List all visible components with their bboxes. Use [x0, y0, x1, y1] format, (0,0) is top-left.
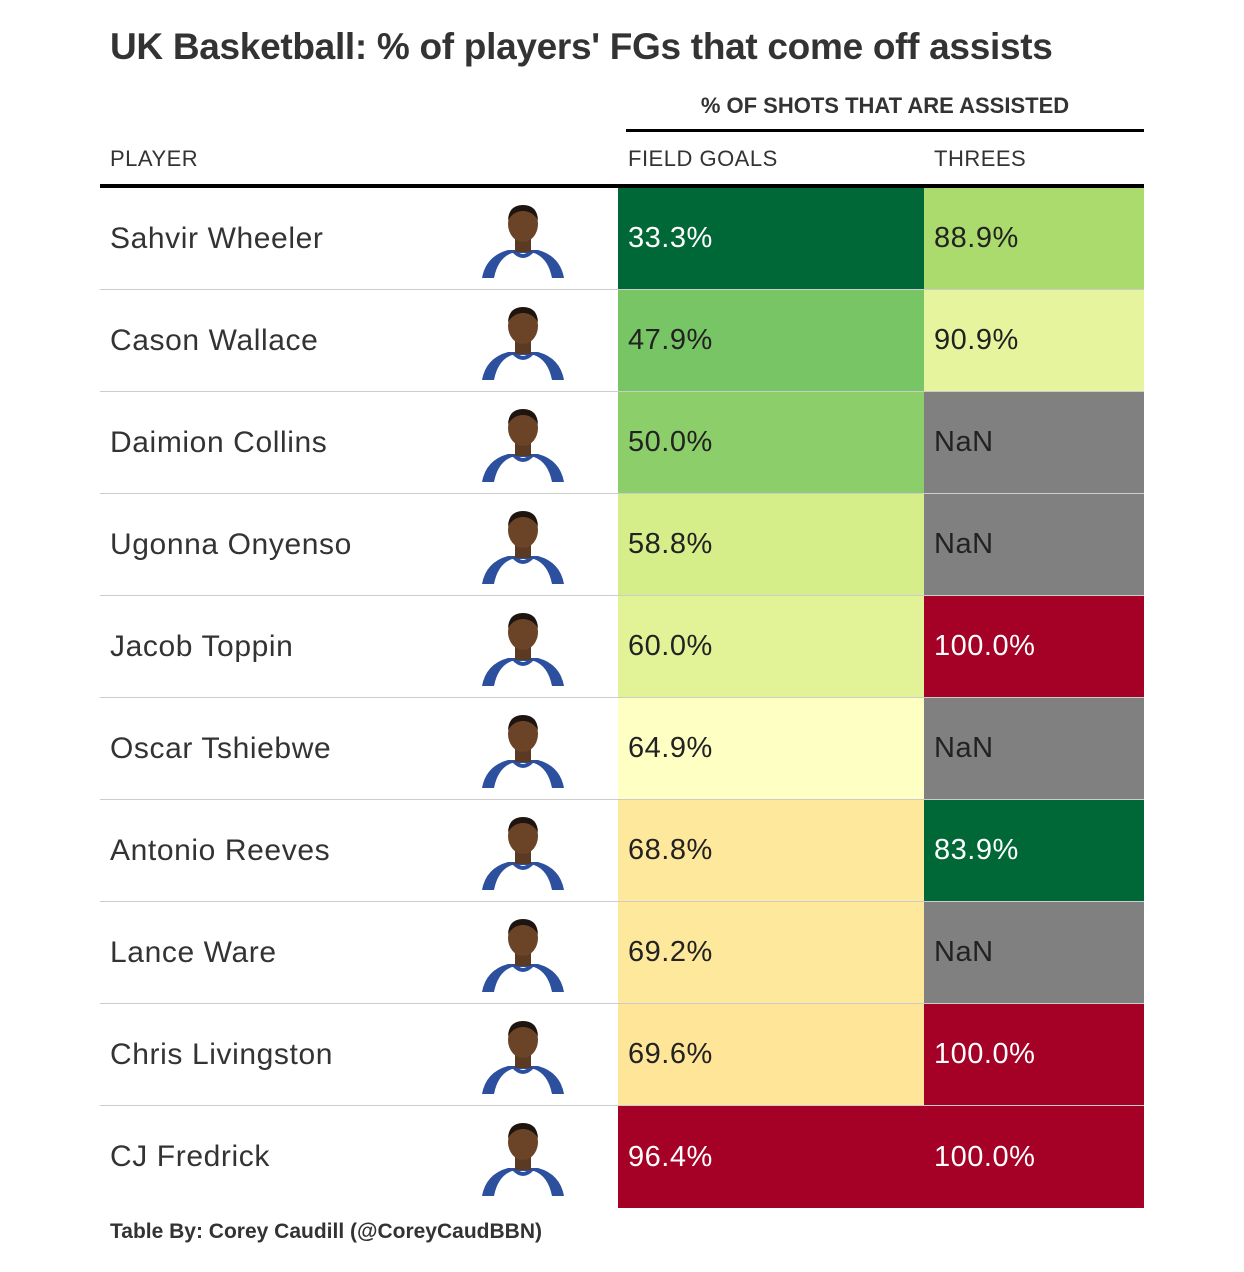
table-row: Chris Livingston 69.6% 100.0% — [100, 1004, 1144, 1106]
field-goals-cell: 69.2% — [618, 902, 924, 1003]
field-goals-cell: 96.4% — [618, 1106, 924, 1208]
column-header-field-goals: FIELD GOALS — [628, 146, 778, 171]
table-row: Antonio Reeves 68.8% 83.9% — [100, 800, 1144, 902]
player-headshot — [482, 409, 564, 482]
field-goals-cell: 60.0% — [618, 596, 924, 697]
field-goals-cell: 47.9% — [618, 290, 924, 391]
player-name: Lance Ware — [110, 935, 277, 969]
threes-cell: NaN — [924, 494, 1144, 595]
player-name: Chris Livingston — [110, 1037, 334, 1071]
player-name: Antonio Reeves — [110, 833, 331, 867]
field-goals-cell: 68.8% — [618, 800, 924, 901]
player-name: Oscar Tshiebwe — [110, 731, 332, 765]
field-goals-cell: 50.0% — [618, 392, 924, 493]
player-name: CJ Fredrick — [110, 1140, 270, 1173]
table-row: Oscar Tshiebwe 64.9% NaN — [100, 698, 1144, 800]
player-headshot — [482, 817, 564, 890]
table-row: Lance Ware 69.2% NaN — [100, 902, 1144, 1004]
player-name: Jacob Toppin — [110, 629, 294, 663]
player-name: Daimion Collins — [110, 425, 328, 459]
field-goals-cell: 58.8% — [618, 494, 924, 595]
player-headshot — [482, 1021, 564, 1094]
player-headshot — [482, 307, 564, 380]
column-header-threes: THREES — [934, 146, 1027, 171]
player-headshot — [482, 715, 564, 788]
field-goals-cell: 33.3% — [618, 188, 924, 289]
threes-cell: NaN — [924, 698, 1144, 799]
table-credit: Table By: Corey Caudill (@CoreyCaudBBN) — [110, 1220, 542, 1243]
threes-cell: 90.9% — [924, 290, 1144, 391]
table-row: Jacob Toppin 60.0% 100.0% — [100, 596, 1144, 698]
threes-cell: NaN — [924, 902, 1144, 1003]
table-row: Ugonna Onyenso 58.8% NaN — [100, 494, 1144, 596]
column-header-player: PLAYER — [110, 146, 199, 171]
threes-cell: 100.0% — [924, 596, 1144, 697]
threes-cell: 83.9% — [924, 800, 1144, 901]
table-row: Cason Wallace 47.9% 90.9% — [100, 290, 1144, 392]
threes-cell: 88.9% — [924, 188, 1144, 289]
table-row: CJ Fredrick 96.4% 100.0% — [100, 1106, 1144, 1208]
threes-cell: 100.0% — [924, 1004, 1144, 1105]
player-headshot — [482, 511, 564, 584]
table-title: UK Basketball: % of players' FGs that co… — [110, 26, 1053, 67]
player-headshot — [482, 205, 564, 278]
table-body: Sahvir Wheeler 33.3% 88.9% Cason Wallace 47.… — [100, 188, 1144, 1208]
player-headshot — [482, 919, 564, 992]
field-goals-cell: 64.9% — [618, 698, 924, 799]
table-row: Sahvir Wheeler 33.3% 88.9% — [100, 188, 1144, 290]
player-name: Sahvir Wheeler — [110, 221, 324, 255]
player-name: Ugonna Onyenso — [110, 527, 352, 561]
player-headshot — [482, 613, 564, 686]
threes-cell: 100.0% — [924, 1106, 1144, 1208]
column-spanner-label: % OF SHOTS THAT ARE ASSISTED — [626, 88, 1144, 132]
field-goals-cell: 69.6% — [618, 1004, 924, 1105]
player-headshot — [482, 1123, 564, 1196]
player-name: Cason Wallace — [110, 323, 319, 357]
header-rule — [100, 184, 1144, 188]
threes-cell: NaN — [924, 392, 1144, 493]
table-row: Daimion Collins 50.0% NaN — [100, 392, 1144, 494]
